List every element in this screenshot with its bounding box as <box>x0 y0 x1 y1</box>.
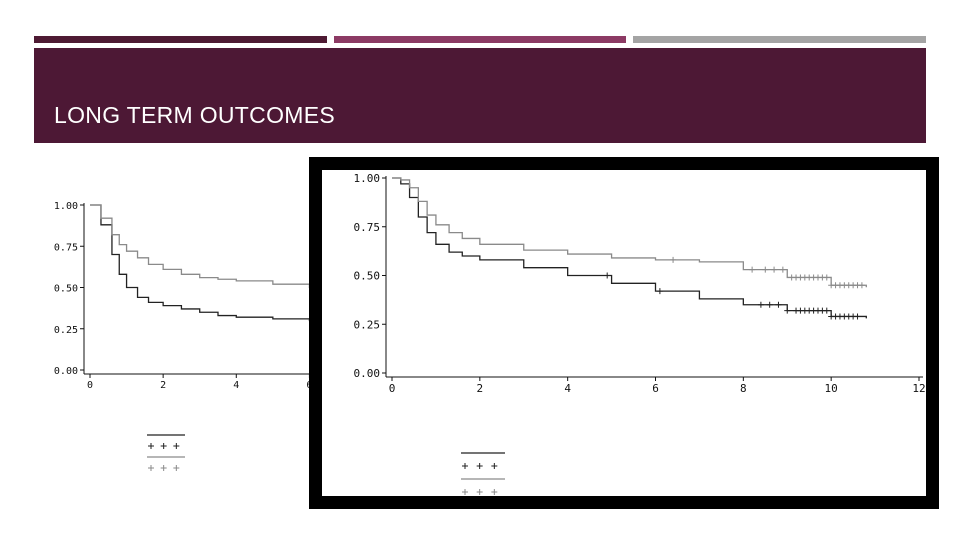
accent-stripe-1 <box>34 36 327 43</box>
pfs-legend-plus <box>173 443 180 449</box>
os-censor-mark <box>656 288 663 295</box>
pfs-legend-plus <box>148 443 154 449</box>
pfs-x-tick-label: 2 <box>160 380 166 391</box>
os-x-tick-label: 8 <box>740 382 747 395</box>
os-series-arm-a <box>392 177 867 319</box>
os-x-tick-label: 10 <box>825 382 838 395</box>
os-censor-mark <box>775 301 782 308</box>
os-censor-mark <box>762 266 769 273</box>
os-chart: 0.00 0.25 0.50 0.75 1.00 0 2 4 6 8 10 12 <box>354 172 925 495</box>
os-x-tick-label: 6 <box>652 382 659 395</box>
pfs-legend-plus <box>160 465 167 471</box>
os-censor-mark <box>749 266 756 273</box>
os-censor-mark <box>604 272 611 279</box>
pfs-legend-plus <box>160 443 167 449</box>
os-censor-mark <box>823 307 830 314</box>
os-y-tick-label: 0.50 <box>354 270 381 283</box>
pfs-y-tick-label: 1.00 <box>54 201 78 212</box>
pfs-x-tick-label: 4 <box>233 380 239 391</box>
os-legend-plus <box>462 463 468 469</box>
os-x-tick-label: 4 <box>564 382 571 395</box>
os-censor-mark <box>779 266 786 273</box>
zoom-frame-inner <box>319 167 929 499</box>
pfs-series-arm-b <box>90 204 320 289</box>
os-legend-plus <box>476 463 483 469</box>
os-censor-mark <box>854 313 861 320</box>
os-censor-mark <box>858 282 865 289</box>
os-censor-mark <box>784 307 791 314</box>
os-x-tick-label: 12 <box>912 382 925 395</box>
os-legend-plus <box>476 489 483 495</box>
pfs-y-tick-label: 0.00 <box>54 366 78 377</box>
os-x-tick-label: 0 <box>389 382 396 395</box>
pfs-y-tick-label: 0.50 <box>54 284 78 295</box>
os-censor-mark <box>823 274 830 281</box>
slide-title: LONG TERM OUTCOMES <box>54 102 335 128</box>
os-legend-plus <box>462 489 468 495</box>
os-series-arm-b <box>392 177 867 288</box>
os-y-tick-label: 0.75 <box>354 221 381 234</box>
accent-stripe-3 <box>633 36 926 43</box>
pfs-series-arm-a <box>90 204 320 322</box>
pfs-legend-plus <box>173 465 180 471</box>
pfs-x-tick-label: 0 <box>87 380 93 391</box>
os-censor-mark <box>771 266 778 273</box>
pfs-legend-plus <box>148 465 154 471</box>
accent-stripe-2 <box>334 36 626 43</box>
pfs-y-tick-label: 0.25 <box>54 325 78 336</box>
os-y-tick-label: 0.00 <box>354 367 381 380</box>
os-y-tick-label: 0.25 <box>354 318 381 331</box>
os-y-tick-label: 1.00 <box>354 172 381 185</box>
pfs-y-tick-label: 0.75 <box>54 242 78 253</box>
title-banner: LONG TERM OUTCOMES <box>34 48 926 143</box>
os-censor-mark <box>757 301 764 308</box>
os-x-tick-label: 2 <box>477 382 484 395</box>
os-censor-mark <box>766 301 773 308</box>
os-censor-mark <box>670 256 677 263</box>
os-legend-plus <box>491 489 498 495</box>
os-legend-plus <box>491 463 498 469</box>
